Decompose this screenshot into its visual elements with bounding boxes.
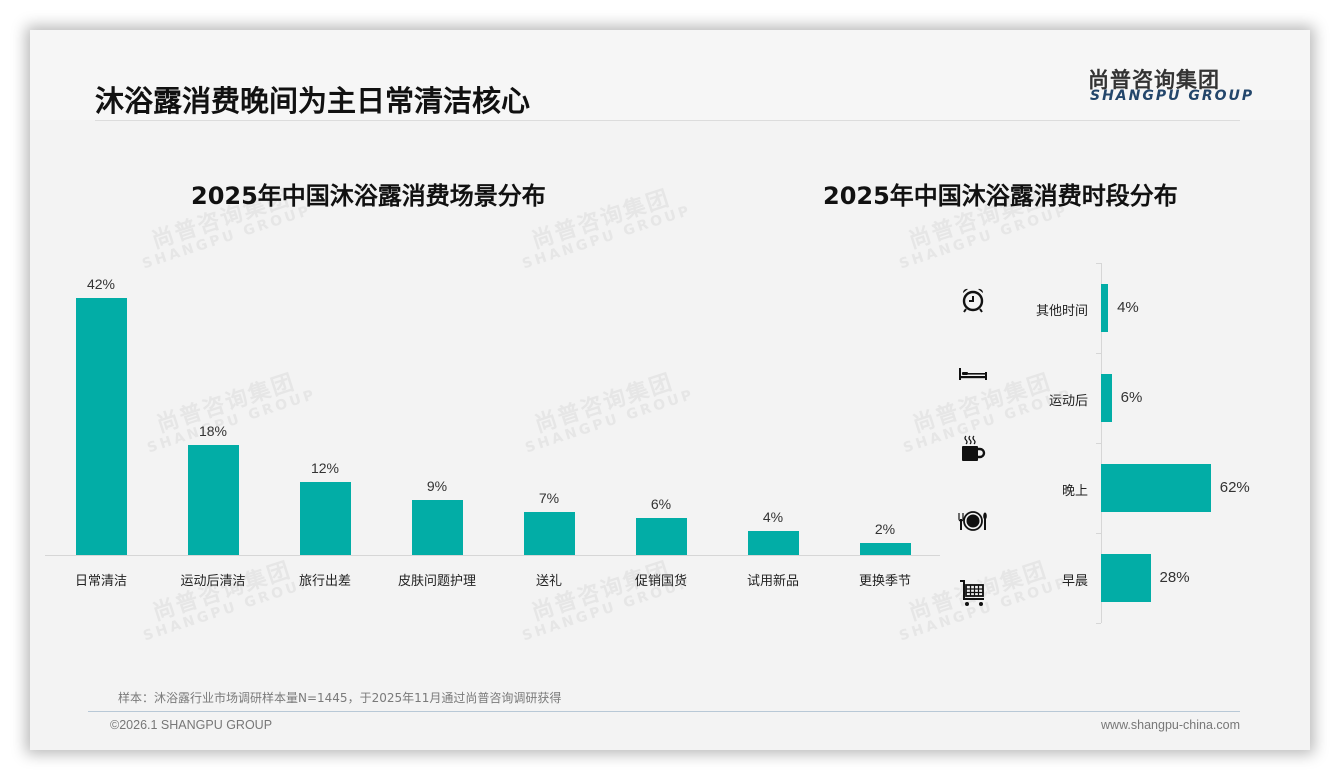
website-link[interactable]: www.shangpu-china.com xyxy=(1101,718,1240,732)
y-axis-tick xyxy=(1096,353,1101,354)
x-axis-category: 更换季节 xyxy=(858,574,911,589)
bar-value-label: 42% xyxy=(86,275,116,292)
x-axis-category: 运动后清洁 xyxy=(180,574,246,589)
bar-value-label: 9% xyxy=(426,477,448,494)
bar xyxy=(1101,374,1112,422)
bar xyxy=(1101,554,1151,602)
x-axis-category: 日常清洁 xyxy=(74,574,127,589)
footer-divider xyxy=(88,711,1240,712)
copyright: ©2026.1 SHANGPU GROUP xyxy=(110,718,273,732)
y-axis-category: 运动后 xyxy=(1048,394,1088,409)
x-axis-category: 送礼 xyxy=(535,574,562,589)
bar xyxy=(635,518,687,555)
y-axis-category: 其他时间 xyxy=(1035,304,1088,319)
alarm-clock-icon xyxy=(962,288,984,313)
bar xyxy=(411,499,463,555)
slide: 沐浴露消费晚间为主日常清洁核心 尚普咨询集团 SHANGPU GROUP 尚普咨… xyxy=(30,30,1310,750)
bar xyxy=(187,444,239,555)
x-axis-category: 皮肤问题护理 xyxy=(397,574,476,589)
watermark: 尚普咨询集团 SHANGPU GROUP xyxy=(523,369,697,457)
y-axis-tick xyxy=(1096,443,1101,444)
y-axis-category: 晚上 xyxy=(1061,484,1088,499)
bar xyxy=(299,481,351,555)
header-divider xyxy=(95,120,1240,121)
bar-value-label: 4% xyxy=(1117,299,1139,316)
sample-footnote: 样本：沐浴露行业市场调研样本量N=1445，于2025年11月通过尚普咨询调研获… xyxy=(118,691,562,705)
logo-cn: 尚普咨询集团 xyxy=(1088,68,1220,92)
x-axis-category: 促销国货 xyxy=(634,574,687,589)
bar xyxy=(747,530,799,555)
bar xyxy=(859,542,911,555)
bar-value-label: 4% xyxy=(762,508,784,525)
y-axis-line xyxy=(1101,263,1102,623)
time-chart-title: 2025年中国沐浴露消费时段分布 xyxy=(823,182,1178,210)
bar-value-label: 18% xyxy=(198,422,228,439)
bar xyxy=(75,297,127,555)
plate-cutlery-icon xyxy=(958,511,987,531)
y-axis-tick xyxy=(1096,533,1101,534)
bar-value-label: 2% xyxy=(874,520,896,537)
y-axis-tick xyxy=(1096,623,1101,624)
bar-value-label: 28% xyxy=(1159,569,1190,586)
logo-en: SHANGPU GROUP xyxy=(1090,88,1255,104)
shopping-cart-icon xyxy=(960,580,984,606)
bar-value-label: 12% xyxy=(310,459,340,476)
bar-value-label: 62% xyxy=(1219,479,1250,496)
y-axis-tick xyxy=(1096,263,1101,264)
bed-icon xyxy=(959,368,987,380)
bar xyxy=(523,512,575,555)
bar-value-label: 7% xyxy=(538,490,560,507)
bar-value-label: 6% xyxy=(650,496,672,513)
bar xyxy=(1101,464,1211,512)
page-title: 沐浴露消费晚间为主日常清洁核心 xyxy=(95,84,531,118)
bar xyxy=(1101,284,1109,332)
watermark: 尚普咨询集团 SHANGPU GROUP xyxy=(141,557,315,645)
header-band xyxy=(30,30,1310,120)
scene-chart-title: 2025年中国沐浴露消费场景分布 xyxy=(191,182,546,210)
hot-mug-icon xyxy=(962,435,986,461)
x-axis-category: 试用新品 xyxy=(746,574,799,589)
watermark: 尚普咨询集团 SHANGPU GROUP xyxy=(520,557,694,645)
x-axis-line xyxy=(45,555,940,556)
watermark: 尚普咨询集团 SHANGPU GROUP xyxy=(145,369,319,457)
x-axis-category: 旅行出差 xyxy=(298,574,351,589)
y-axis-category: 早晨 xyxy=(1061,574,1088,589)
bar-value-label: 6% xyxy=(1120,389,1143,406)
